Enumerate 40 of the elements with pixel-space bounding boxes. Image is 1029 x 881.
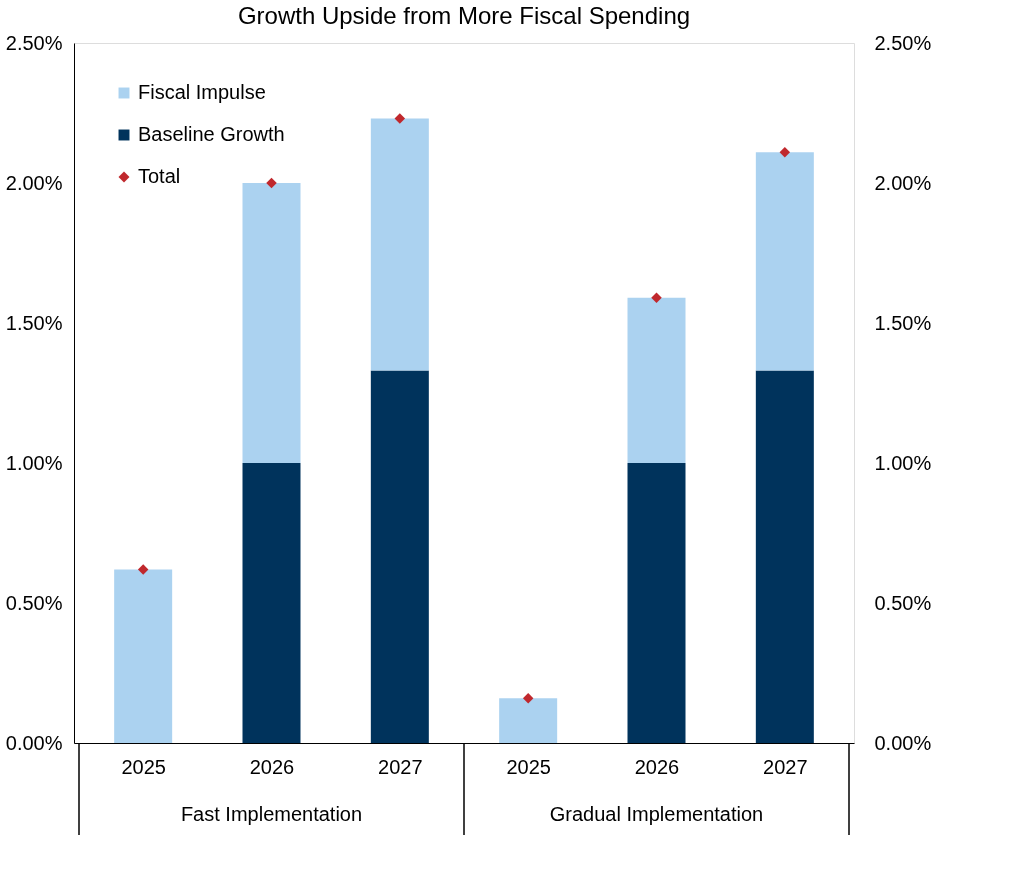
point: [651, 292, 662, 304]
chart-title: Growth Upside from More Fiscal Spending: [237, 2, 691, 29]
x-tick-label: 2026: [634, 755, 680, 778]
y2-tick-label: 0.50%: [874, 591, 932, 614]
y-tick-label: 0.50%: [5, 591, 63, 614]
text: Gradual Implementation: [549, 803, 764, 825]
x-tick-label: 2026: [249, 755, 295, 778]
y-tick-label: 0.00%: [5, 731, 63, 754]
y-tick-label: 2.50%: [5, 31, 63, 54]
y2-tick-label: 1.50%: [874, 311, 932, 334]
x-tick-label: 2025: [506, 755, 551, 778]
legend-label: Total: [138, 165, 181, 187]
y-tick-label: 2.00%: [5, 171, 63, 194]
bar: [242, 463, 301, 743]
legend-label: Fiscal Impulse: [138, 81, 266, 103]
text: Fast Implementation: [180, 803, 363, 825]
bar: [370, 370, 429, 743]
x-tick-label: 2027: [378, 755, 423, 778]
y2-tick-label: 1.00%: [874, 451, 932, 474]
bar: [627, 297, 686, 463]
bar: [499, 698, 558, 743]
x-tick-label: 2027: [763, 755, 808, 778]
bar: [627, 463, 686, 743]
y-tick-label: 1.00%: [5, 451, 63, 474]
point: [522, 692, 534, 704]
point: [779, 146, 791, 158]
legend-label: Baseline Growth: [138, 123, 285, 145]
bar: [755, 370, 814, 743]
y2-tick-label: 2.50%: [874, 31, 932, 54]
y2-tick-label: 2.00%: [874, 171, 932, 194]
point: [394, 113, 406, 124]
y-tick-label: 1.50%: [5, 311, 63, 334]
bar: [755, 152, 814, 371]
point: [266, 177, 277, 189]
bar: [114, 569, 173, 743]
y2-tick-label: 0.00%: [874, 731, 932, 754]
bar: [242, 183, 301, 463]
point: [137, 564, 149, 575]
bar: [370, 118, 429, 371]
x-tick-label: 2025: [121, 755, 166, 778]
